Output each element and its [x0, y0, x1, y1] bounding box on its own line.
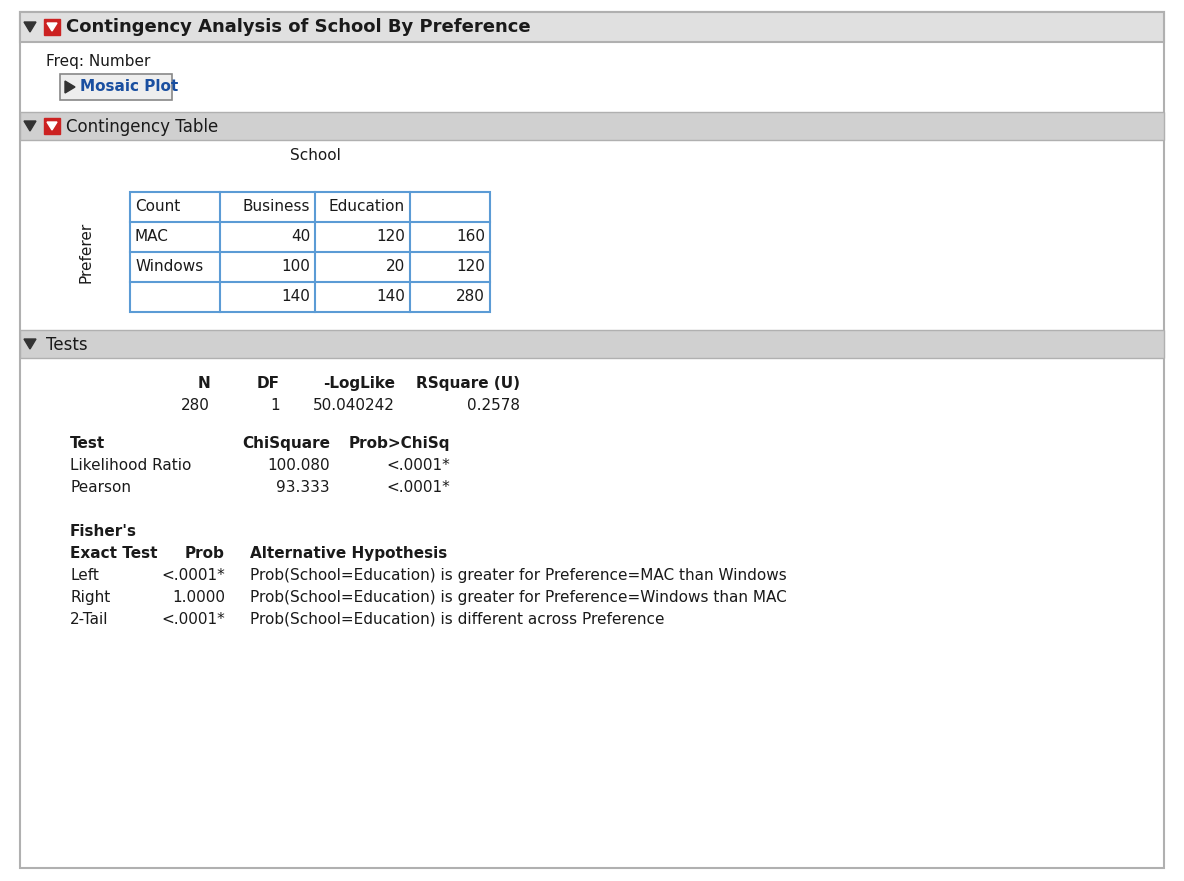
Bar	[20, 112, 1164, 140]
Polygon shape	[47, 23, 57, 31]
Text: Freq: Number: Freq: Number	[46, 54, 150, 69]
Text: 20: 20	[386, 259, 405, 274]
Text: 140: 140	[377, 289, 405, 304]
Text: <.0001*: <.0001*	[386, 480, 450, 495]
Text: Contingency Analysis of School By Preference: Contingency Analysis of School By Prefer…	[66, 18, 530, 36]
Text: 1.0000: 1.0000	[172, 590, 225, 605]
Text: Alternative Hypothesis: Alternative Hypothesis	[250, 546, 448, 561]
Text: 100: 100	[281, 259, 310, 274]
Text: Test: Test	[70, 436, 105, 451]
Text: Count: Count	[135, 199, 180, 214]
Text: 280: 280	[181, 398, 210, 413]
Text: N: N	[198, 376, 210, 391]
Text: RSquare (U): RSquare (U)	[416, 376, 520, 391]
Polygon shape	[24, 22, 36, 32]
Text: Prob: Prob	[185, 546, 225, 561]
Text: Windows: Windows	[135, 259, 204, 274]
Text: 1: 1	[270, 398, 279, 413]
Text: Preferer: Preferer	[78, 221, 94, 283]
Text: 50.040242: 50.040242	[313, 398, 395, 413]
Bar	[130, 192, 490, 312]
Text: Left: Left	[70, 568, 99, 583]
Bar	[60, 74, 172, 100]
Text: 140: 140	[281, 289, 310, 304]
Bar	[44, 118, 60, 134]
Text: <.0001*: <.0001*	[161, 568, 225, 583]
Text: Prob>ChiSq: Prob>ChiSq	[348, 436, 450, 451]
Text: <.0001*: <.0001*	[161, 612, 225, 627]
Polygon shape	[24, 121, 36, 131]
Text: Likelihood Ratio: Likelihood Ratio	[70, 458, 192, 473]
Text: Contingency Table: Contingency Table	[66, 118, 218, 136]
Polygon shape	[65, 81, 75, 93]
Text: 120: 120	[456, 259, 485, 274]
Text: -LogLike: -LogLike	[323, 376, 395, 391]
Text: Right: Right	[70, 590, 110, 605]
Text: 40: 40	[291, 229, 310, 244]
Text: MAC: MAC	[135, 229, 169, 244]
Text: Pearson: Pearson	[70, 480, 131, 495]
Text: 280: 280	[456, 289, 485, 304]
Text: <.0001*: <.0001*	[386, 458, 450, 473]
Text: 93.333: 93.333	[276, 480, 330, 495]
Text: Mosaic Plot: Mosaic Plot	[81, 79, 179, 94]
Polygon shape	[24, 339, 36, 349]
Text: Education: Education	[329, 199, 405, 214]
Polygon shape	[47, 122, 57, 130]
Text: ChiSquare: ChiSquare	[242, 436, 330, 451]
Text: Prob(School=Education) is greater for Preference=MAC than Windows: Prob(School=Education) is greater for Pr…	[250, 568, 786, 583]
Bar	[44, 19, 60, 35]
Text: Prob(School=Education) is different across Preference: Prob(School=Education) is different acro…	[250, 612, 664, 627]
Text: 0.2578: 0.2578	[466, 398, 520, 413]
Text: Tests: Tests	[46, 336, 88, 354]
Text: 160: 160	[456, 229, 485, 244]
Text: 100.080: 100.080	[268, 458, 330, 473]
Text: 120: 120	[377, 229, 405, 244]
Text: Prob(School=Education) is greater for Preference=Windows than MAC: Prob(School=Education) is greater for Pr…	[250, 590, 786, 605]
Text: DF: DF	[257, 376, 279, 391]
Bar	[20, 12, 1164, 42]
Text: Exact Test: Exact Test	[70, 546, 157, 561]
Text: Fisher's: Fisher's	[70, 524, 137, 539]
Text: 2-Tail: 2-Tail	[70, 612, 109, 627]
Text: School: School	[290, 148, 341, 163]
Bar	[20, 330, 1164, 358]
Text: Business: Business	[243, 199, 310, 214]
